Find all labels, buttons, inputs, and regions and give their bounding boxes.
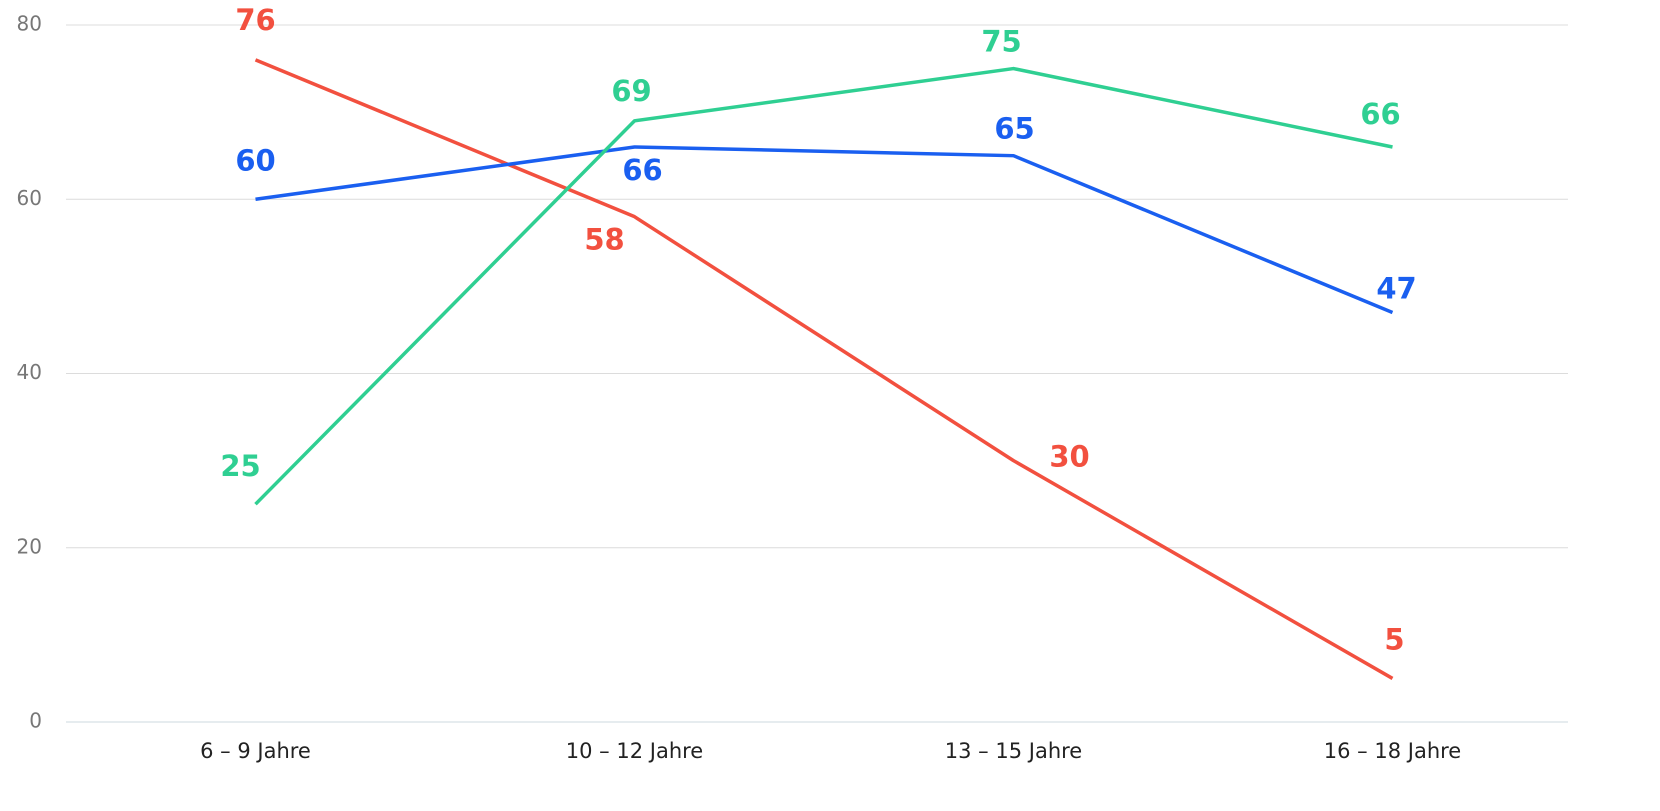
y-tick-label: 20 [17, 534, 42, 558]
y-tick-label: 40 [17, 360, 42, 384]
y-tick-label: 0 [29, 709, 42, 733]
data-label: 58 [584, 223, 624, 257]
data-label: 66 [622, 153, 662, 187]
line [254, 66, 1393, 506]
data-label: 65 [994, 112, 1034, 146]
x-tick-label: 6 – 9 Jahre [200, 739, 311, 763]
x-tick-label: 16 – 18 Jahre [1324, 739, 1461, 763]
line [255, 145, 1394, 315]
data-label: 30 [1049, 440, 1089, 474]
x-tick-label: 13 – 15 Jahre [945, 739, 1082, 763]
y-tick-label: 60 [17, 186, 42, 210]
data-label: 75 [981, 25, 1021, 59]
y-tick-label: 80 [17, 12, 42, 36]
data-label: 25 [220, 449, 260, 483]
data-label: 60 [235, 143, 275, 177]
data-label: 66 [1360, 97, 1400, 131]
data-label: 47 [1376, 272, 1416, 306]
data-label: 76 [235, 3, 275, 37]
data-label: 5 [1384, 622, 1404, 656]
x-tick-label: 10 – 12 Jahre [566, 739, 703, 763]
line [254, 58, 1394, 680]
data-label: 69 [611, 74, 651, 108]
